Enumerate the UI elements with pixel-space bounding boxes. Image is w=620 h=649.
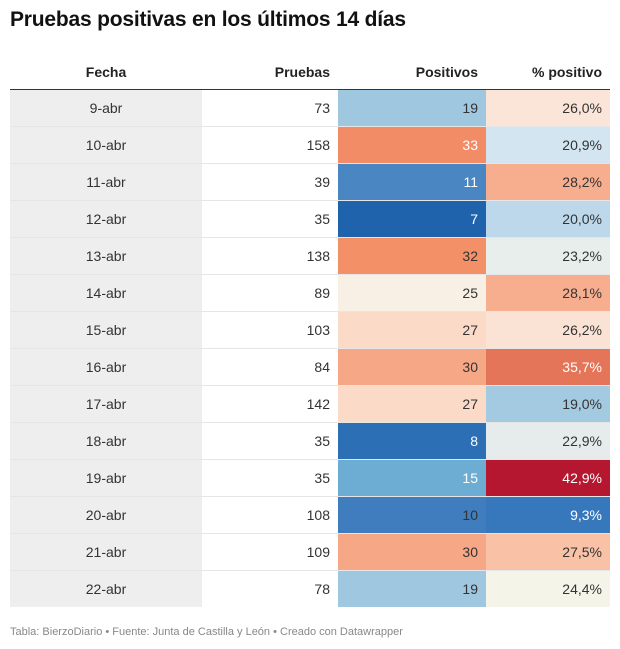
cell-pruebas: 78	[314, 581, 330, 597]
table-row: 14-abr 89 25 28,1%	[10, 274, 610, 312]
cell-pruebas: 89	[202, 274, 338, 312]
data-table: Fecha Pruebas Positivos % positivo 9-abr…	[10, 55, 610, 607]
cell-pruebas: 103	[202, 311, 338, 349]
chart-title: Pruebas positivas en los últimos 14 días	[10, 8, 406, 31]
cell-fecha: 16-abr	[10, 348, 202, 386]
cell-positivos: 15	[338, 459, 486, 497]
column-header-positivos[interactable]: Positivos	[338, 55, 486, 90]
table-header-row: Fecha Pruebas Positivos % positivo	[10, 55, 610, 90]
table-row: 20-abr 108 10 9,3%	[10, 496, 610, 534]
cell-positivos: 25	[338, 274, 486, 312]
table-body: 9-abr 73 19 26,0% 10-abr 158 33 20,9% 11-abr 39 11…	[10, 89, 610, 607]
cell-pct-positivo: 26,2%	[486, 311, 610, 349]
column-header-pruebas[interactable]: Pruebas	[202, 55, 338, 90]
cell-fecha: 21-abr	[10, 533, 202, 571]
cell-pct-positivo: 22,9%	[486, 422, 610, 460]
table-row: 16-abr 84 30 35,7%	[10, 348, 610, 386]
cell-fecha: 12-abr	[10, 200, 202, 238]
cell-pct-positivo: 28,2%	[486, 163, 610, 201]
table-row: 22-abr 78 19 24,4%	[10, 570, 610, 607]
cell-pct-positivo: 23,2%	[486, 237, 610, 275]
cell-positivos: 30	[338, 533, 486, 571]
cell-positivos: 27	[338, 385, 486, 423]
cell-pct-positivo: 24,4%	[486, 570, 610, 607]
cell-pct-positivo: 20,9%	[486, 126, 610, 164]
table-row: 17-abr 142 27 19,0%	[10, 385, 610, 423]
cell-positivos: 11	[338, 163, 486, 201]
table-row: 18-abr 35 8 22,9%	[10, 422, 610, 460]
cell-pruebas: 39	[202, 163, 338, 201]
table-row: 15-abr 103 27 26,2%	[10, 311, 610, 349]
cell-pruebas: 35	[202, 200, 338, 238]
cell-pct-positivo: 19,0%	[486, 385, 610, 423]
cell-pruebas: 84	[202, 348, 338, 386]
cell-fecha: 15-abr	[10, 311, 202, 349]
cell-fecha: 22-abr	[10, 570, 202, 607]
cell-fecha: 9-abr	[10, 89, 202, 127]
cell-positivos: 8	[338, 422, 486, 460]
cell-fecha: 14-abr	[10, 274, 202, 312]
table-row: 12-abr 35 7 20,0%	[10, 200, 610, 238]
table-row: 10-abr 158 33 20,9%	[10, 126, 610, 164]
cell-pct-positivo: 9,3%	[486, 496, 610, 534]
cell-pct-positivo: 35,7%	[486, 348, 610, 386]
cell-pruebas: 108	[202, 496, 338, 534]
cell-fecha: 10-abr	[10, 126, 202, 164]
cell-pruebas: 73	[202, 89, 338, 127]
cell-positivos: 19	[338, 89, 486, 127]
cell-pruebas: 35	[202, 459, 338, 497]
cell-pct-positivo: 28,1%	[486, 274, 610, 312]
cell-fecha: 11-abr	[10, 163, 202, 201]
cell-positivos: 33	[338, 126, 486, 164]
source-footer: Tabla: BierzoDiario • Fuente: Junta de C…	[10, 626, 403, 638]
cell-pruebas: 35	[202, 422, 338, 460]
cell-pruebas: 138	[202, 237, 338, 275]
cell-pruebas: 158	[202, 126, 338, 164]
table-row: 13-abr 138 32 23,2%	[10, 237, 610, 275]
cell-fecha: 20-abr	[10, 496, 202, 534]
cell-pct-positivo: 26,0%	[486, 89, 610, 127]
cell-fecha: 18-abr	[10, 422, 202, 460]
cell-pct-positivo: 20,0%	[486, 200, 610, 238]
cell-fecha: 19-abr	[10, 459, 202, 497]
table-row: 9-abr 73 19 26,0%	[10, 89, 610, 127]
table-row: 19-abr 35 15 42,9%	[10, 459, 610, 497]
table-row: 11-abr 39 11 28,2%	[10, 163, 610, 201]
cell-pct-positivo: 27,5%	[486, 533, 610, 571]
cell-positivos: 7	[338, 200, 486, 238]
cell-fecha: 13-abr	[10, 237, 202, 275]
column-header-fecha[interactable]: Fecha	[10, 55, 202, 90]
cell-pruebas: 109	[202, 533, 338, 571]
cell-positivos: 30	[338, 348, 486, 386]
cell-positivos: 19	[338, 570, 486, 607]
table-row: 21-abr 109 30 27,5%	[10, 533, 610, 571]
cell-positivos: 32	[338, 237, 486, 275]
cell-pct-positivo: 42,9%	[486, 459, 610, 497]
cell-positivos: 10	[338, 496, 486, 534]
cell-pruebas: 142	[202, 385, 338, 423]
cell-fecha: 17-abr	[10, 385, 202, 423]
column-header-pct-positivo[interactable]: % positivo	[486, 55, 610, 90]
cell-positivos: 27	[338, 311, 486, 349]
